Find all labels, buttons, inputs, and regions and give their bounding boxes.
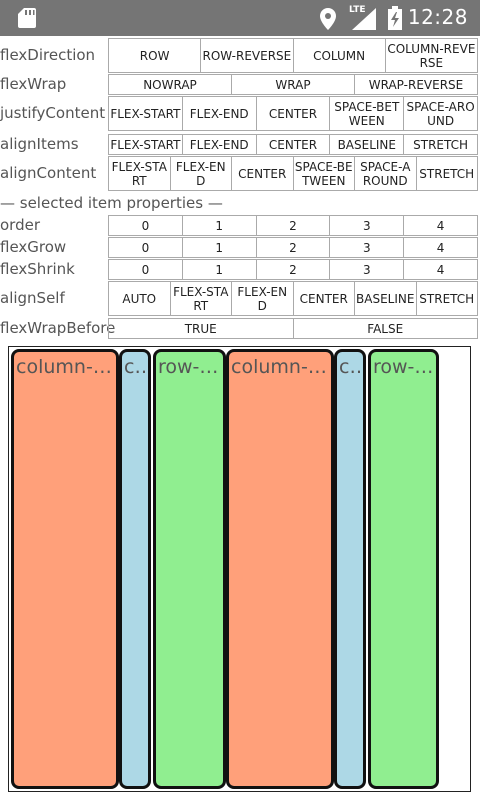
flex-shrink-options: 0 1 2 3 4 bbox=[108, 259, 478, 280]
justify-content-label: justifyContent bbox=[0, 104, 106, 122]
align-content-option[interactable]: FLEX-START bbox=[109, 157, 171, 191]
align-self-option[interactable]: BASELINE bbox=[355, 282, 417, 316]
preview-item-label: row-r… bbox=[373, 356, 439, 378]
order-option[interactable]: 0 bbox=[109, 216, 183, 236]
flex-wrap-option[interactable]: WRAP-REVERSE bbox=[355, 75, 478, 95]
flex-preview-container: column-r… c… row-r… column-r… c… row-r… bbox=[8, 346, 471, 792]
flex-grow-label: flexGrow bbox=[0, 238, 67, 256]
flex-grow-option[interactable]: 3 bbox=[330, 238, 405, 258]
clock: 12:28 bbox=[407, 5, 468, 29]
justify-content-option[interactable]: SPACE-BETWEEN bbox=[330, 97, 405, 131]
order-option[interactable]: 2 bbox=[256, 216, 331, 236]
align-items-option[interactable]: STRETCH bbox=[404, 135, 478, 155]
order-option[interactable]: 1 bbox=[182, 216, 257, 236]
align-self-option[interactable]: FLEX-END bbox=[232, 282, 294, 316]
preview-item[interactable]: c… bbox=[119, 349, 151, 789]
preview-item[interactable]: column-r… bbox=[11, 349, 119, 789]
flex-grow-option[interactable]: 4 bbox=[404, 238, 478, 258]
align-items-row: alignItems FLEX-START FLEX-END CENTER BA… bbox=[0, 134, 480, 155]
flex-direction-option[interactable]: ROW-REVERSE bbox=[201, 39, 294, 73]
preview-item[interactable]: c… bbox=[334, 349, 366, 789]
flex-wrap-options: NOWRAP WRAP WRAP-REVERSE bbox=[108, 74, 478, 95]
flex-wrap-before-option[interactable]: FALSE bbox=[293, 319, 478, 339]
flex-shrink-row: flexShrink 0 1 2 3 4 bbox=[0, 259, 480, 280]
align-content-row: alignContent FLEX-START FLEX-END CENTER … bbox=[0, 156, 480, 191]
preview-item-label: c… bbox=[124, 356, 151, 378]
preview-item[interactable]: row-r… bbox=[368, 349, 439, 789]
justify-content-option[interactable]: SPACE-AROUND bbox=[404, 97, 478, 131]
align-items-option[interactable]: FLEX-START bbox=[109, 135, 183, 155]
flex-grow-row: flexGrow 0 1 2 3 4 bbox=[0, 237, 480, 258]
flex-wrap-before-option[interactable]: TRUE bbox=[109, 319, 294, 339]
battery-icon bbox=[388, 6, 402, 30]
flex-shrink-option[interactable]: 4 bbox=[404, 260, 478, 280]
align-content-options: FLEX-START FLEX-END CENTER SPACE-BETWEEN… bbox=[108, 156, 478, 191]
justify-content-options: FLEX-START FLEX-END CENTER SPACE-BETWEEN… bbox=[108, 96, 478, 131]
flex-grow-option[interactable]: 0 bbox=[109, 238, 183, 258]
preview-item-label: row-r… bbox=[158, 356, 226, 378]
signal-icon bbox=[352, 8, 376, 30]
align-content-option[interactable]: SPACE-BETWEEN bbox=[293, 157, 355, 191]
order-row: order 0 1 2 3 4 bbox=[0, 215, 480, 236]
flex-grow-option[interactable]: 1 bbox=[182, 238, 257, 258]
preview-item-label: c… bbox=[339, 356, 366, 378]
align-self-row: alignSelf AUTO FLEX-START FLEX-END CENTE… bbox=[0, 281, 480, 316]
flex-wrap-option[interactable]: NOWRAP bbox=[109, 75, 232, 95]
flex-shrink-option[interactable]: 1 bbox=[182, 260, 257, 280]
align-self-option[interactable]: CENTER bbox=[293, 282, 355, 316]
align-items-options: FLEX-START FLEX-END CENTER BASELINE STRE… bbox=[108, 134, 478, 155]
justify-content-option[interactable]: FLEX-END bbox=[182, 97, 257, 131]
align-content-option[interactable]: CENTER bbox=[232, 157, 294, 191]
flex-direction-option[interactable]: ROW bbox=[109, 39, 202, 73]
align-self-option[interactable]: FLEX-START bbox=[170, 282, 232, 316]
align-content-label: alignContent bbox=[0, 164, 97, 182]
flex-shrink-option[interactable]: 2 bbox=[256, 260, 331, 280]
status-bar: LTE 12:28 bbox=[0, 0, 480, 36]
flex-wrap-before-label: flexWrapBefore bbox=[0, 319, 116, 337]
flex-wrap-label: flexWrap bbox=[0, 75, 67, 93]
flex-direction-label: flexDirection bbox=[0, 46, 96, 64]
align-self-option[interactable]: STRETCH bbox=[416, 282, 478, 316]
justify-content-row: justifyContent FLEX-START FLEX-END CENTE… bbox=[0, 96, 480, 131]
order-label: order bbox=[0, 216, 40, 234]
order-option[interactable]: 4 bbox=[404, 216, 478, 236]
flex-shrink-option[interactable]: 0 bbox=[109, 260, 183, 280]
sd-card-icon bbox=[18, 8, 36, 28]
align-items-option[interactable]: CENTER bbox=[256, 135, 331, 155]
align-items-label: alignItems bbox=[0, 135, 79, 153]
flex-direction-row: flexDirection ROW ROW-REVERSE COLUMN COL… bbox=[0, 38, 480, 73]
justify-content-option[interactable]: CENTER bbox=[256, 97, 331, 131]
flex-direction-option[interactable]: COLUMN-REVERSE bbox=[385, 39, 478, 73]
align-content-option[interactable]: FLEX-END bbox=[170, 157, 232, 191]
align-items-option[interactable]: BASELINE bbox=[330, 135, 405, 155]
flex-wrap-row: flexWrap NOWRAP WRAP WRAP-REVERSE bbox=[0, 74, 480, 95]
order-options: 0 1 2 3 4 bbox=[108, 215, 478, 236]
align-self-options: AUTO FLEX-START FLEX-END CENTER BASELINE… bbox=[108, 281, 478, 316]
align-self-label: alignSelf bbox=[0, 289, 65, 307]
preview-item-label: column-r… bbox=[231, 356, 334, 378]
align-content-option[interactable]: STRETCH bbox=[416, 157, 478, 191]
flex-wrap-before-row: flexWrapBefore TRUE FALSE bbox=[0, 318, 480, 339]
network-type: LTE bbox=[349, 5, 366, 15]
align-self-option[interactable]: AUTO bbox=[109, 282, 171, 316]
flex-direction-option[interactable]: COLUMN bbox=[293, 39, 386, 73]
location-icon bbox=[320, 8, 336, 30]
flex-shrink-option[interactable]: 3 bbox=[330, 260, 405, 280]
flex-wrap-option[interactable]: WRAP bbox=[232, 75, 355, 95]
align-items-option[interactable]: FLEX-END bbox=[182, 135, 257, 155]
align-content-option[interactable]: SPACE-AROUND bbox=[355, 157, 417, 191]
preview-item-label: column-r… bbox=[16, 356, 119, 378]
flex-wrap-before-options: TRUE FALSE bbox=[108, 318, 478, 339]
preview-item[interactable]: row-r… bbox=[153, 349, 226, 789]
justify-content-option[interactable]: FLEX-START bbox=[109, 97, 183, 131]
flex-direction-options: ROW ROW-REVERSE COLUMN COLUMN-REVERSE bbox=[108, 38, 478, 73]
section-title: — selected item properties — bbox=[0, 194, 223, 212]
preview-item[interactable]: column-r… bbox=[226, 349, 334, 789]
order-option[interactable]: 3 bbox=[330, 216, 405, 236]
flex-shrink-label: flexShrink bbox=[0, 260, 75, 278]
flex-grow-options: 0 1 2 3 4 bbox=[108, 237, 478, 258]
flex-grow-option[interactable]: 2 bbox=[256, 238, 331, 258]
